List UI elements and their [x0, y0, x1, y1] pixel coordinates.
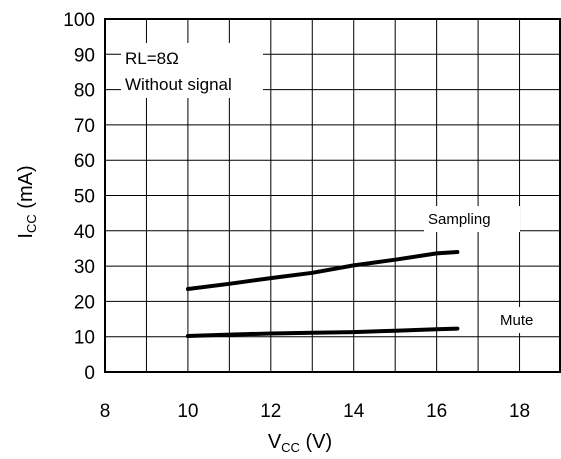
series-labels: Sampling Mute [424, 206, 546, 333]
x-tick-label: 10 [177, 401, 198, 422]
x-tick-label: 12 [260, 401, 281, 422]
x-tick-label: 8 [100, 401, 111, 422]
series-label-mute: Mute [500, 312, 533, 329]
series-label-sampling: Sampling [428, 211, 491, 228]
y-tick-label: 20 [74, 292, 95, 313]
y-tick-label: 0 [84, 363, 95, 384]
y-tick-label: 100 [63, 10, 95, 31]
annotation-load: RL=8Ω [125, 49, 179, 68]
y-tick-label: 60 [74, 151, 95, 172]
y-tick-label: 80 [74, 81, 95, 102]
annotation-condition: Without signal [125, 75, 232, 94]
tick-labels: 0 10 20 30 40 50 60 70 80 90 100 8 10 12 14 16 18 [63, 10, 530, 422]
annotations: RL=8Ω Without signal [121, 43, 263, 98]
x-tick-label: 16 [426, 401, 447, 422]
y-tick-label: 70 [74, 116, 95, 137]
plot-frame [104, 18, 561, 373]
series-line-mute [185, 326, 460, 338]
y-tick-label: 30 [74, 257, 95, 278]
x-tick-label: 14 [343, 401, 365, 422]
y-tick-label: 50 [74, 187, 95, 208]
y-tick-label: 10 [74, 328, 95, 349]
y-axis-label: ICC (mA) [15, 165, 39, 238]
annotation-background [121, 43, 263, 98]
x-tick-label: 18 [509, 401, 530, 422]
series-label-background-mute [496, 307, 546, 333]
series-label-background-sampling [424, 206, 520, 232]
y-tick-label: 40 [74, 222, 95, 243]
series-line-sampling [185, 250, 460, 291]
x-axis-label: VCC (V) [268, 431, 332, 455]
y-tick-label: 90 [74, 45, 95, 66]
series-layer [185, 250, 460, 338]
